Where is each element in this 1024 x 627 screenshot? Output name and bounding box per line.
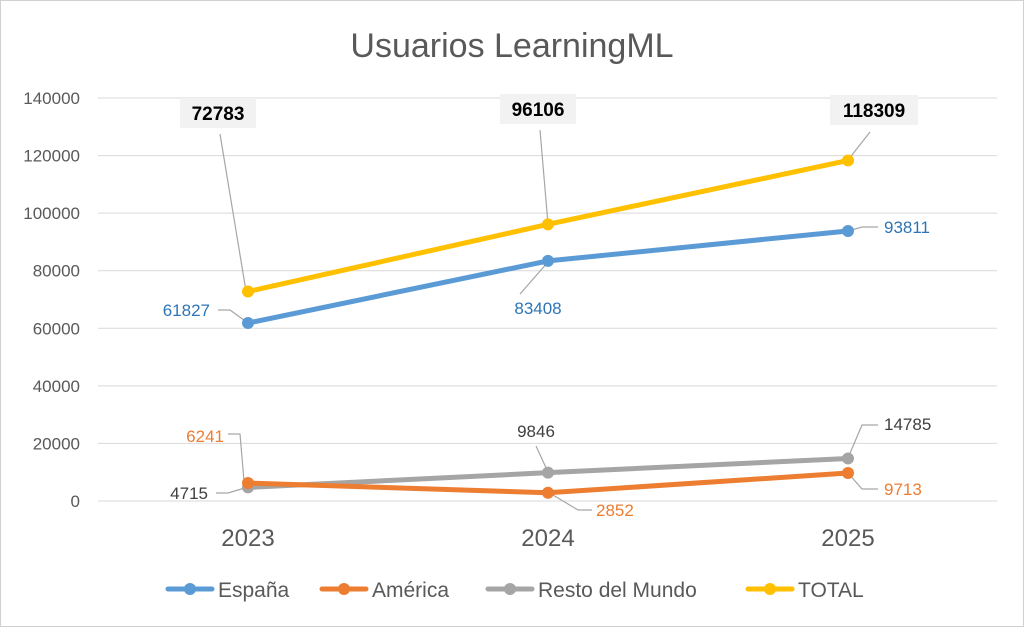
data-label: 6241 bbox=[186, 427, 224, 446]
leader-line bbox=[228, 433, 245, 482]
legend-label: América bbox=[372, 579, 449, 602]
data-label: 9713 bbox=[884, 480, 922, 499]
data-label: 118309 bbox=[843, 101, 905, 122]
leader-line bbox=[519, 261, 549, 295]
y-tick-label: 20000 bbox=[33, 434, 80, 453]
data-point bbox=[242, 477, 254, 490]
chart-title: Usuarios LearningML bbox=[350, 27, 673, 65]
leader-line bbox=[847, 131, 871, 161]
leader-line bbox=[847, 424, 878, 459]
data-label: 93811 bbox=[884, 218, 930, 237]
data-label: 83408 bbox=[514, 299, 561, 318]
data-label: 61827 bbox=[163, 301, 210, 320]
legend-marker bbox=[338, 583, 350, 595]
y-tick-label: 140000 bbox=[23, 89, 80, 108]
leader-line bbox=[218, 309, 249, 324]
data-labels: 61827 83408 93811 6241 2852 9713 4715 9846 14785… bbox=[163, 94, 931, 520]
leader-line bbox=[539, 129, 549, 225]
total-label-box bbox=[180, 98, 256, 128]
data-point bbox=[242, 285, 254, 298]
leader-line bbox=[847, 472, 878, 490]
x-tick-label: 2023 bbox=[221, 525, 274, 552]
data-point bbox=[542, 254, 554, 267]
data-label: 4715 bbox=[170, 484, 208, 503]
data-label: 72783 bbox=[192, 104, 245, 125]
data-point bbox=[542, 486, 554, 499]
x-tick-label: 2024 bbox=[521, 525, 574, 552]
data-point bbox=[842, 154, 854, 167]
data-point bbox=[842, 452, 854, 465]
legend-label: TOTAL bbox=[798, 579, 864, 602]
legend-label: Resto del Mundo bbox=[538, 579, 697, 602]
y-axis-ticks: 0 20000 40000 60000 80000 100000 120000 140000 bbox=[23, 89, 80, 511]
legend-marker bbox=[764, 583, 776, 595]
leader-line bbox=[547, 491, 592, 511]
label-leader-lines bbox=[216, 129, 878, 511]
legend: España América Resto del Mundo TOTAL bbox=[165, 579, 864, 602]
data-label: 9846 bbox=[517, 422, 555, 441]
data-point bbox=[542, 466, 554, 479]
total-label-box bbox=[830, 95, 918, 125]
data-label: 2852 bbox=[596, 501, 634, 520]
data-point bbox=[842, 467, 854, 480]
legend-marker bbox=[504, 583, 516, 595]
legend-marker bbox=[184, 583, 196, 595]
data-label: 96106 bbox=[512, 100, 565, 121]
y-tick-label: 100000 bbox=[23, 204, 80, 223]
legend-label: España bbox=[218, 579, 290, 602]
y-tick-label: 40000 bbox=[33, 377, 80, 396]
y-tick-label: 80000 bbox=[33, 262, 80, 281]
data-point bbox=[242, 317, 254, 330]
x-tick-label: 2025 bbox=[821, 525, 874, 552]
leader-line bbox=[219, 133, 247, 292]
y-tick-label: 60000 bbox=[33, 319, 80, 338]
data-point bbox=[842, 224, 854, 237]
y-tick-label: 0 bbox=[71, 492, 80, 511]
data-point bbox=[542, 218, 554, 231]
data-label: 14785 bbox=[884, 415, 931, 434]
y-tick-label: 120000 bbox=[23, 147, 80, 166]
total-label-box bbox=[500, 94, 576, 124]
leader-line bbox=[216, 486, 249, 494]
series-lines bbox=[242, 154, 854, 499]
x-axis-ticks: 2023 2024 2025 bbox=[221, 525, 874, 552]
